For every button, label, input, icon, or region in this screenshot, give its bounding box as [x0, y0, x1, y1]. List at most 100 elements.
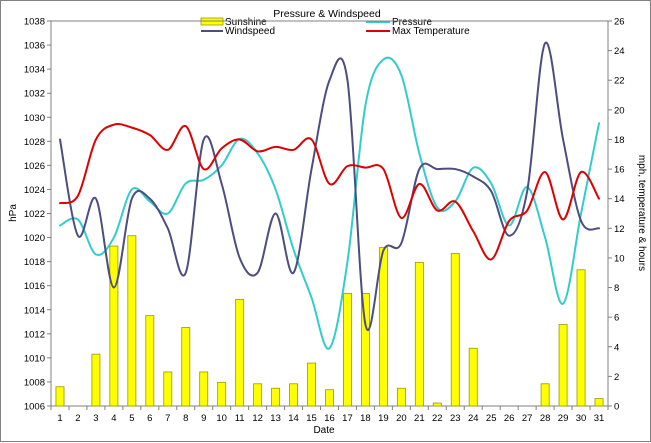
sunshine-bar	[343, 293, 352, 407]
legend-label-max-temperature: Max Temperature	[392, 26, 470, 37]
sunshine-bar	[540, 383, 550, 407]
sunshine-bar	[594, 398, 604, 407]
x-tick-label: 2	[75, 413, 80, 424]
sunshine-bar	[145, 315, 155, 407]
y-axis-right-title: mph, temperature & hours	[636, 155, 647, 271]
x-tick-label: 25	[486, 413, 497, 424]
x-tick-label: 21	[414, 413, 425, 424]
sunshine-bar	[360, 293, 370, 407]
sunshine-bar	[325, 389, 334, 407]
sunshine-bar	[468, 347, 478, 407]
x-tick-label: 17	[342, 413, 353, 424]
sunshine-bar	[253, 383, 263, 407]
legend-label-windspeed: Windspeed	[225, 26, 275, 37]
x-tick-label: 4	[111, 413, 116, 424]
x-tick-label: 13	[270, 413, 281, 424]
sunshine-bar	[235, 298, 245, 407]
sunshine-bar	[289, 383, 299, 407]
left-tick-label: 1024	[24, 185, 45, 196]
x-tick-label: 31	[594, 413, 605, 424]
left-axis: 1006 1008 1010 1012 1014 1016 1018 1020 1022 1024…	[24, 17, 51, 413]
left-tick-label: 1034	[24, 65, 45, 76]
sunshine-bar	[199, 371, 209, 407]
x-tick-label: 22	[432, 413, 443, 424]
left-tick-label: 1016	[24, 281, 45, 292]
left-tick-label: 1020	[24, 233, 45, 244]
x-tick-label: 26	[504, 413, 515, 424]
left-tick-label: 1010	[24, 353, 45, 364]
x-tick-label: 3	[93, 413, 98, 424]
sunshine-bar	[307, 362, 316, 407]
left-tick-label: 1030	[24, 113, 45, 124]
x-tick-label: 23	[450, 413, 461, 424]
sunshine-bar	[127, 235, 137, 407]
right-tick-label: 20	[614, 105, 625, 116]
sunshine-bar	[217, 381, 227, 407]
sunshine-bars	[55, 235, 604, 407]
x-tick-label: 20	[396, 413, 407, 424]
legend-label-sunshine: Sunshine	[225, 17, 267, 28]
right-tick-label: 14	[614, 194, 625, 205]
sunshine-bar	[558, 324, 568, 407]
x-tick-label: 1	[57, 413, 62, 424]
x-axis-title: Date	[313, 425, 335, 436]
left-tick-label: 1026	[24, 161, 45, 172]
chart-title: Pressure & Windspeed	[273, 8, 381, 20]
x-tick-label: 6	[147, 413, 152, 424]
right-tick-label: 0	[614, 402, 619, 413]
sunshine-bar	[414, 261, 424, 407]
x-tick-label: 8	[183, 413, 188, 424]
x-tick-label: 5	[129, 413, 134, 424]
left-tick-label: 1008	[24, 377, 45, 388]
right-tick-label: 10	[614, 253, 625, 264]
max-temperature-line	[58, 123, 601, 261]
x-tick-label: 10	[216, 413, 227, 424]
left-tick-label: 1038	[24, 17, 45, 28]
sunshine-bar	[432, 402, 442, 407]
right-tick-label: 6	[614, 313, 619, 324]
sunshine-bar	[576, 269, 586, 407]
sunshine-bar	[181, 327, 191, 407]
sunshine-bar	[396, 387, 406, 407]
right-tick-label: 16	[614, 165, 625, 176]
legend-label-pressure: Pressure	[392, 17, 432, 28]
legend: Sunshine Pressure Windspeed Max Temperat…	[200, 17, 470, 37]
right-tick-label: 8	[614, 283, 619, 294]
sunshine-bar	[271, 387, 281, 407]
sunshine-bar	[163, 371, 173, 407]
left-tick-label: 1012	[24, 329, 45, 340]
left-tick-label: 1036	[24, 41, 45, 52]
x-tick-label: 16	[324, 413, 335, 424]
left-tick-label: 1018	[24, 257, 45, 268]
right-tick-label: 4	[614, 342, 619, 353]
right-tick-label: 24	[614, 46, 625, 57]
x-tick-label: 18	[360, 413, 371, 424]
sunshine-bar	[55, 386, 65, 407]
x-tick-label: 19	[378, 413, 389, 424]
right-tick-label: 12	[614, 224, 625, 235]
left-tick-label: 1028	[24, 137, 45, 148]
right-tick-label: 22	[614, 76, 625, 87]
left-tick-label: 1014	[24, 305, 45, 316]
right-tick-label: 18	[614, 135, 625, 146]
left-tick-label: 1022	[24, 209, 45, 220]
series-lines	[58, 41, 601, 350]
x-tick-label: 9	[201, 413, 206, 424]
x-tick-label: 12	[252, 413, 263, 424]
x-tick-label: 14	[288, 413, 299, 424]
sunshine-bar	[109, 245, 119, 407]
windspeed-line	[58, 41, 601, 331]
x-tick-label: 24	[468, 413, 479, 424]
x-tick-label: 27	[522, 413, 533, 424]
sunshine-bar	[91, 353, 101, 407]
y-axis-left-title: hPa	[8, 204, 19, 222]
x-tick-label: 7	[165, 413, 170, 424]
x-tick-label: 11	[235, 413, 245, 424]
pressure-line	[58, 56, 601, 350]
sunshine-bar	[450, 253, 460, 407]
x-tick-label: 15	[306, 413, 317, 424]
left-tick-label: 1006	[24, 402, 45, 413]
